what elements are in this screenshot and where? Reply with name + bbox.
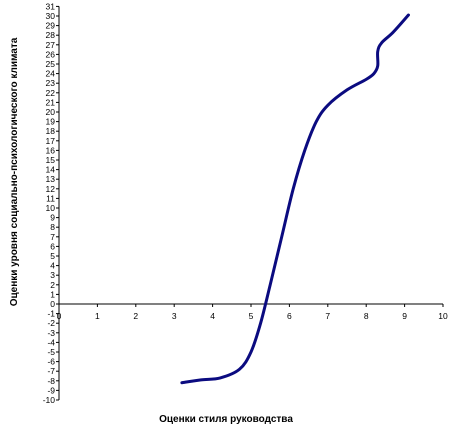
y-tick-label: 27 <box>46 40 56 50</box>
y-tick-label: 0 <box>50 299 55 309</box>
x-axis-title: Оценки стиля руководства <box>159 414 293 425</box>
y-tick-label: -10 <box>43 395 56 405</box>
y-axis-title: Оценки уровня социально-психологического… <box>9 37 20 306</box>
y-tick-label: 15 <box>46 155 56 165</box>
x-tick-label: 3 <box>172 311 177 321</box>
y-tick-label: 2 <box>50 280 55 290</box>
y-tick-label: 26 <box>46 49 56 59</box>
data-series-line <box>180 13 410 385</box>
x-tick-label: 4 <box>210 311 215 321</box>
y-tick-label: 13 <box>46 174 56 184</box>
y-tick-label: -8 <box>47 376 55 386</box>
y-tick-label: 7 <box>50 232 55 242</box>
y-tick-label: 21 <box>46 97 56 107</box>
y-tick-label: 18 <box>46 126 56 136</box>
y-tick-label: 20 <box>46 107 56 117</box>
x-tick-label: 6 <box>287 311 292 321</box>
x-tick-label: 5 <box>249 311 254 321</box>
y-tick-label: 16 <box>46 145 56 155</box>
y-tick-label: 3 <box>50 270 55 280</box>
y-tick-label: -3 <box>47 328 55 338</box>
x-tick-label: 1 <box>95 311 100 321</box>
y-tick-label: 29 <box>46 21 56 31</box>
y-tick-label: 4 <box>50 261 55 271</box>
y-tick-label: 10 <box>46 203 56 213</box>
y-tick-label: 9 <box>50 213 55 223</box>
y-tick-label: 5 <box>50 251 55 261</box>
y-tick-label: -4 <box>47 337 55 347</box>
y-tick-label: -9 <box>47 385 55 395</box>
y-tick-label: 11 <box>46 193 55 203</box>
x-tick-label: 9 <box>402 311 407 321</box>
y-tick-label: 31 <box>46 1 56 11</box>
y-tick-label: 8 <box>50 222 55 232</box>
y-axis-ticks: -10-9-8-7-6-5-4-3-2-10123456789101112131… <box>43 1 59 405</box>
y-tick-label: 14 <box>46 165 56 175</box>
y-tick-label: 19 <box>46 117 56 127</box>
x-tick-label: 0 <box>57 311 62 321</box>
y-tick-label: -2 <box>47 318 55 328</box>
x-tick-label: 2 <box>133 311 138 321</box>
y-tick-label: -7 <box>47 366 55 376</box>
y-tick-label: 24 <box>46 69 56 79</box>
y-tick-label: 25 <box>46 59 56 69</box>
x-tick-label: 8 <box>364 311 369 321</box>
x-axis-ticks: 0 1 2 3 4 5 6 7 8 9 10 <box>57 304 448 321</box>
y-tick-label: -5 <box>47 347 55 357</box>
y-tick-label: 28 <box>46 30 56 40</box>
x-tick-label: 10 <box>438 311 448 321</box>
y-tick-label: 30 <box>46 11 56 21</box>
y-tick-label: -6 <box>47 357 55 367</box>
y-tick-label: 6 <box>50 241 55 251</box>
y-tick-label: -1 <box>47 309 55 319</box>
y-tick-label: 17 <box>46 136 56 146</box>
y-tick-label: 1 <box>50 289 55 299</box>
y-tick-label: 12 <box>46 184 56 194</box>
y-tick-label: 22 <box>46 88 56 98</box>
x-tick-label: 7 <box>325 311 330 321</box>
y-tick-label: 23 <box>46 78 56 88</box>
